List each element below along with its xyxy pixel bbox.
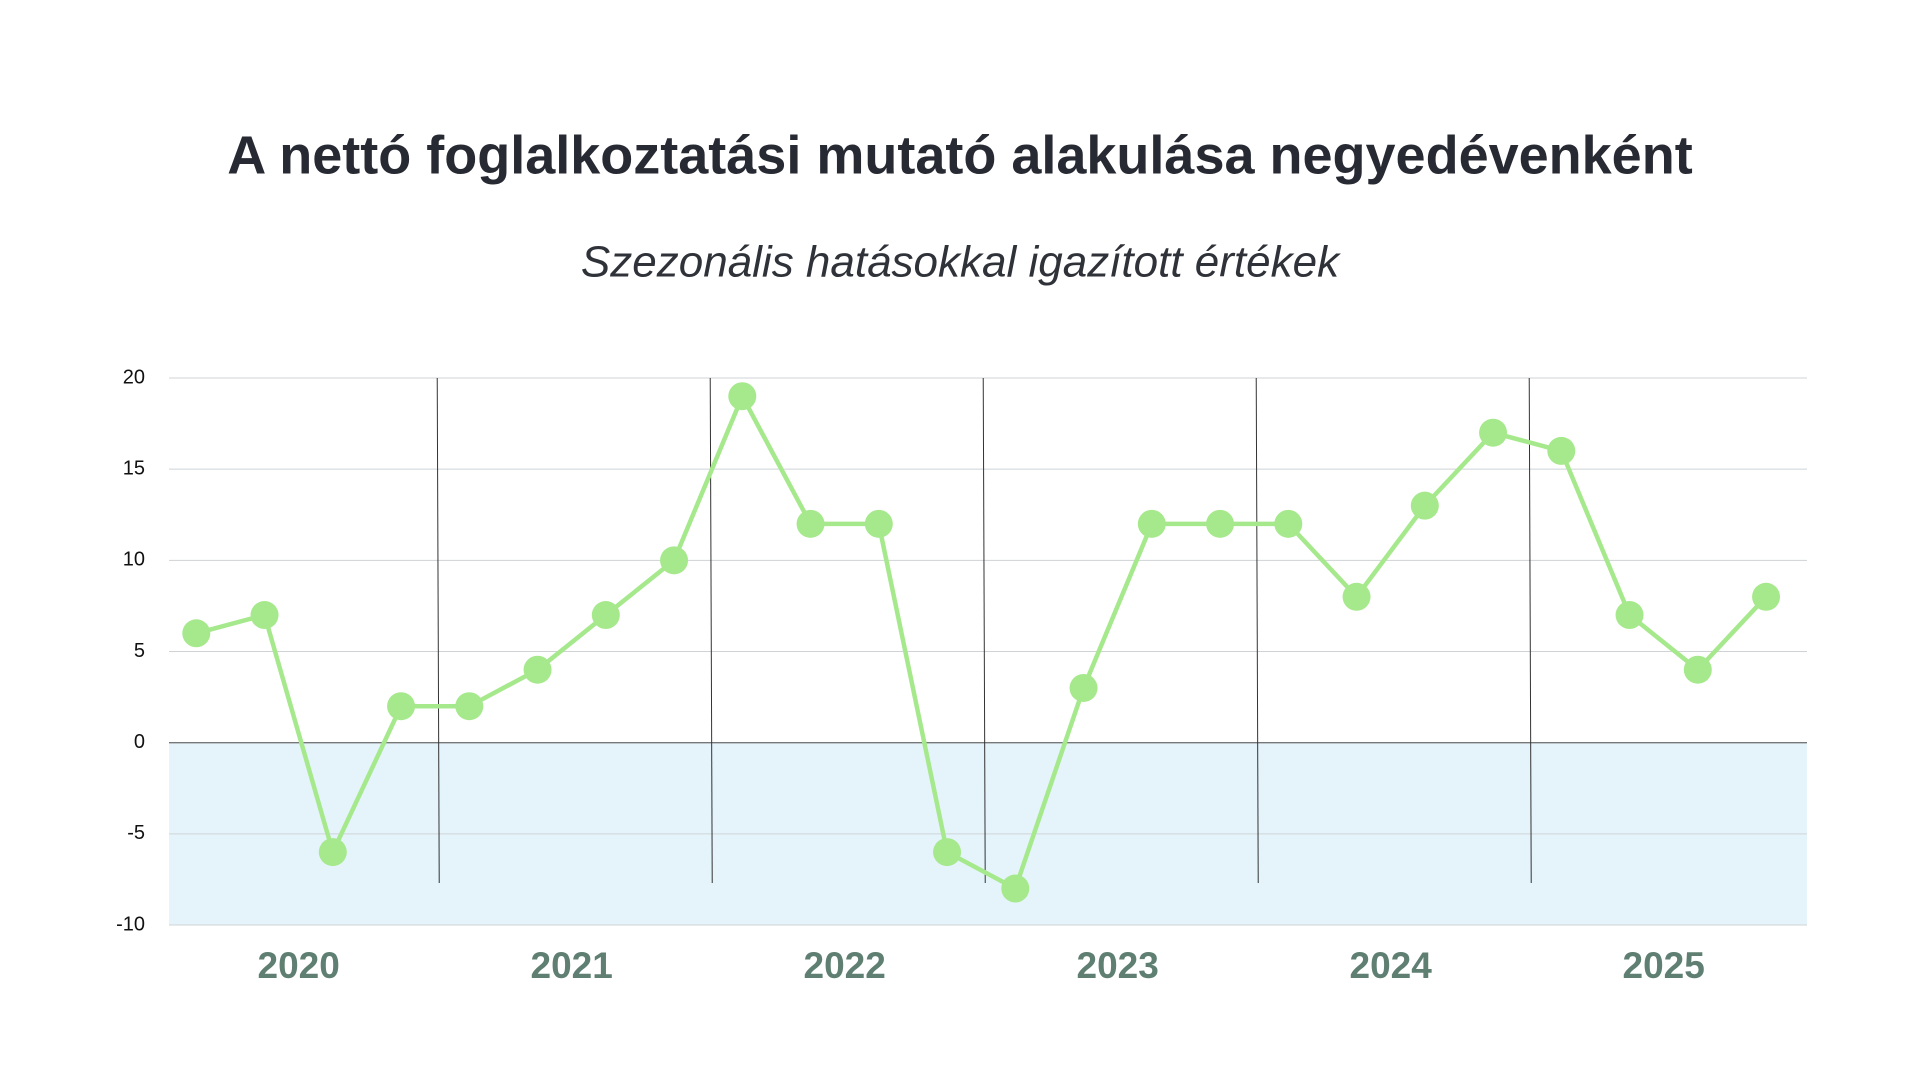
point (182, 619, 211, 648)
point (864, 509, 893, 538)
year-separator (1528, 377, 1532, 884)
year-separator (436, 377, 440, 884)
x-tick-label: 2023 (1077, 945, 1159, 986)
point (455, 692, 484, 721)
year-separator (982, 377, 986, 884)
chart-subtitle: Szezonális hatásokkal igazított értékek (581, 238, 1341, 287)
point (1137, 509, 1166, 538)
y-tick-label: -5 (127, 822, 145, 844)
point (660, 546, 689, 575)
x-tick-label: 2021 (531, 945, 613, 986)
y-tick-label: 5 (134, 640, 145, 662)
x-tick-label: 2024 (1350, 945, 1433, 986)
chart-title: A nettó foglalkoztatási mutató alakulása… (227, 125, 1692, 185)
year-separator (709, 377, 713, 884)
point (1615, 601, 1644, 630)
y-tick-label: 0 (134, 731, 145, 753)
point (387, 692, 416, 721)
point (1069, 673, 1098, 702)
x-tick-label: 2022 (804, 945, 886, 986)
y-tick-label: -10 (116, 913, 145, 935)
point (728, 382, 757, 411)
point (591, 601, 620, 630)
y-tick-label: 15 (123, 457, 145, 479)
y-tick-label: 20 (123, 366, 145, 388)
year-separator (1255, 377, 1259, 884)
point (933, 838, 962, 867)
point (796, 509, 825, 538)
x-tick-label: 2020 (258, 945, 340, 986)
x-tick-label: 2025 (1623, 945, 1705, 986)
point (1206, 509, 1235, 538)
y-tick-label: 10 (123, 549, 145, 571)
point (1752, 582, 1781, 611)
point (1274, 509, 1303, 538)
point (523, 655, 552, 684)
point (1001, 874, 1030, 903)
point (250, 601, 279, 630)
point (1342, 582, 1371, 611)
point (318, 838, 347, 867)
point (1410, 491, 1439, 520)
point (1479, 418, 1508, 447)
point (1683, 655, 1712, 684)
point (1547, 436, 1576, 465)
